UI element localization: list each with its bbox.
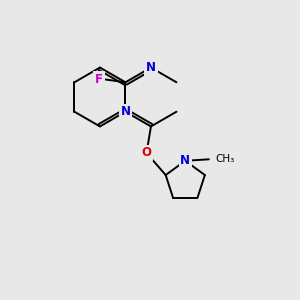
Text: CH₃: CH₃ <box>215 154 235 164</box>
Text: F: F <box>95 73 103 86</box>
Text: N: N <box>120 105 130 118</box>
Text: N: N <box>146 61 156 74</box>
Text: N: N <box>180 154 190 167</box>
Text: O: O <box>142 146 152 159</box>
